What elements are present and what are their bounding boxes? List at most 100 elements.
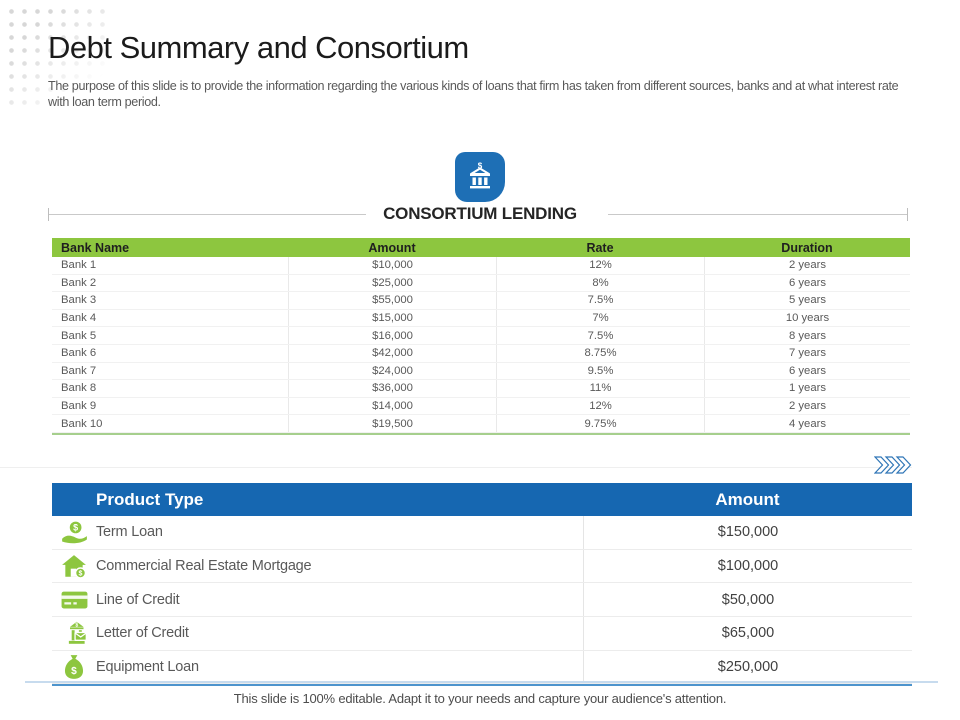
- bank-building-icon: $: [455, 152, 505, 202]
- product-table-body: $ Term Loan $150,000 $: [52, 516, 912, 687]
- column-header-amount: Amount: [368, 240, 416, 255]
- product-label: Commercial Real Estate Mortgage: [96, 558, 312, 575]
- table-row: Bank 10 $19,500 9.75% 4 years: [52, 415, 910, 433]
- bank-name-cell: Bank 8: [61, 382, 97, 395]
- credit-card-icon: [52, 590, 96, 610]
- table-row: Bank 3 $55,000 7.5% 5 years: [52, 292, 910, 310]
- table-row: Bank 9 $14,000 12% 2 years: [52, 397, 910, 416]
- bank-name-cell: Bank 10: [61, 417, 103, 430]
- amount-cell: $55,000: [288, 292, 496, 309]
- duration-cell: 10 years: [704, 309, 910, 327]
- duration-cell: 5 years: [704, 292, 910, 309]
- table-row: Bank 5 $16,000 7.5% 8 years: [52, 327, 910, 345]
- rate-cell: 12%: [496, 397, 704, 415]
- rate-cell: 7%: [496, 309, 704, 327]
- amount-cell: $14,000: [288, 397, 496, 415]
- rate-cell: 9.5%: [496, 362, 704, 380]
- triple-chevron-right-icon: [873, 456, 914, 479]
- bank-name-cell: Bank 5: [61, 329, 97, 342]
- page-title: Debt Summary and Consortium: [48, 30, 469, 65]
- slide-description: The purpose of this slide is to provide …: [48, 79, 899, 109]
- product-amount: $150,000: [583, 516, 912, 549]
- table-row: Bank 6 $42,000 8.75% 7 years: [52, 344, 910, 363]
- rate-cell: 12%: [496, 257, 704, 274]
- product-type-table: Product Type Amount $ Term Loan $150,000: [52, 483, 912, 687]
- rate-cell: 11%: [496, 380, 704, 397]
- section-divider-line: [0, 467, 912, 468]
- amount-cell: $24,000: [288, 362, 496, 380]
- column-header-duration: Duration: [781, 240, 833, 255]
- amount-cell: $16,000: [288, 327, 496, 344]
- table-row: Bank 2 $25,000 8% 6 years: [52, 274, 910, 293]
- rate-cell: 9.75%: [496, 415, 704, 432]
- bank-name-cell: Bank 2: [61, 276, 97, 289]
- table-row: $ Commercial Real Estate Mortgage $100,0…: [52, 549, 912, 584]
- svg-text:$: $: [73, 522, 78, 532]
- product-label: Term Loan: [96, 524, 163, 541]
- duration-cell: 6 years: [704, 274, 910, 292]
- column-header-bank-name: Bank Name: [61, 240, 130, 255]
- bank-table-body: Bank 1 $10,000 12% 2 years Bank 2 $25,00…: [52, 257, 910, 435]
- house-mortgage-icon: $: [52, 554, 96, 579]
- duration-cell: 6 years: [704, 362, 910, 380]
- consortium-lending-table: Bank Name Amount Rate Duration Bank 1 $1…: [52, 238, 910, 435]
- hand-coin-icon: $: [52, 520, 96, 545]
- money-bag-icon: $: [52, 654, 96, 680]
- product-amount: $250,000: [583, 650, 912, 684]
- svg-text:$: $: [75, 623, 78, 629]
- rate-cell: 8%: [496, 274, 704, 292]
- svg-text:$: $: [79, 570, 83, 577]
- footer-note: This slide is 100% editable. Adapt it to…: [233, 691, 727, 706]
- table-row: Bank 7 $24,000 9.5% 6 years: [52, 362, 910, 381]
- column-header-product-type: Product Type: [96, 489, 204, 509]
- amount-cell: $19,500: [288, 415, 496, 432]
- table-row: Bank 8 $36,000 11% 1 years: [52, 380, 910, 398]
- rate-cell: 7.5%: [496, 292, 704, 309]
- table-row: $ Letter of Credit $65,000: [52, 617, 912, 651]
- heading-line-right: [608, 214, 907, 215]
- rate-cell: 8.75%: [496, 344, 704, 362]
- bank-table-header: Bank Name Amount Rate Duration: [52, 238, 910, 257]
- product-label: Equipment Loan: [96, 659, 199, 676]
- duration-cell: 7 years: [704, 344, 910, 362]
- duration-cell: 2 years: [704, 257, 910, 274]
- amount-cell: $10,000: [288, 257, 496, 274]
- bank-name-cell: Bank 7: [61, 364, 97, 377]
- column-header-amount: Amount: [715, 489, 780, 509]
- table-row: $ Term Loan $150,000: [52, 516, 912, 550]
- table-row: Bank 4 $15,000 7% 10 years: [52, 309, 910, 328]
- section-heading: CONSORTIUM LENDING: [383, 204, 577, 223]
- heading-line-left: [49, 214, 366, 215]
- bank-name-cell: Bank 1: [61, 259, 97, 272]
- svg-text:$: $: [478, 162, 483, 171]
- duration-cell: 8 years: [704, 327, 910, 344]
- table-row: $ Equipment Loan $250,000: [52, 650, 912, 685]
- bank-name-cell: Bank 3: [61, 294, 97, 307]
- rate-cell: 7.5%: [496, 327, 704, 344]
- product-amount: $65,000: [583, 617, 912, 650]
- dot-grid-decoration: [5, 5, 111, 111]
- table-row: Bank 1 $10,000 12% 2 years: [52, 257, 910, 275]
- heading-line-right-tick: [907, 208, 908, 221]
- footer-divider-line: [25, 681, 938, 683]
- duration-cell: 4 years: [704, 415, 910, 432]
- amount-cell: $36,000: [288, 380, 496, 397]
- amount-cell: $15,000: [288, 309, 496, 327]
- duration-cell: 2 years: [704, 397, 910, 415]
- svg-text:$: $: [71, 666, 77, 677]
- amount-cell: $42,000: [288, 344, 496, 362]
- column-header-rate: Rate: [586, 240, 614, 255]
- product-label: Letter of Credit: [96, 625, 189, 642]
- heading-line-left-tick: [48, 208, 49, 221]
- bank-name-cell: Bank 4: [61, 312, 97, 325]
- bank-name-cell: Bank 9: [61, 400, 97, 413]
- amount-cell: $25,000: [288, 274, 496, 292]
- product-amount: $50,000: [583, 583, 912, 617]
- table-row: Line of Credit $50,000: [52, 583, 912, 618]
- product-table-header: Product Type Amount: [52, 483, 912, 516]
- duration-cell: 1 years: [704, 380, 910, 397]
- product-label: Line of Credit: [96, 591, 180, 608]
- bank-name-cell: Bank 6: [61, 347, 97, 360]
- product-amount: $100,000: [583, 549, 912, 583]
